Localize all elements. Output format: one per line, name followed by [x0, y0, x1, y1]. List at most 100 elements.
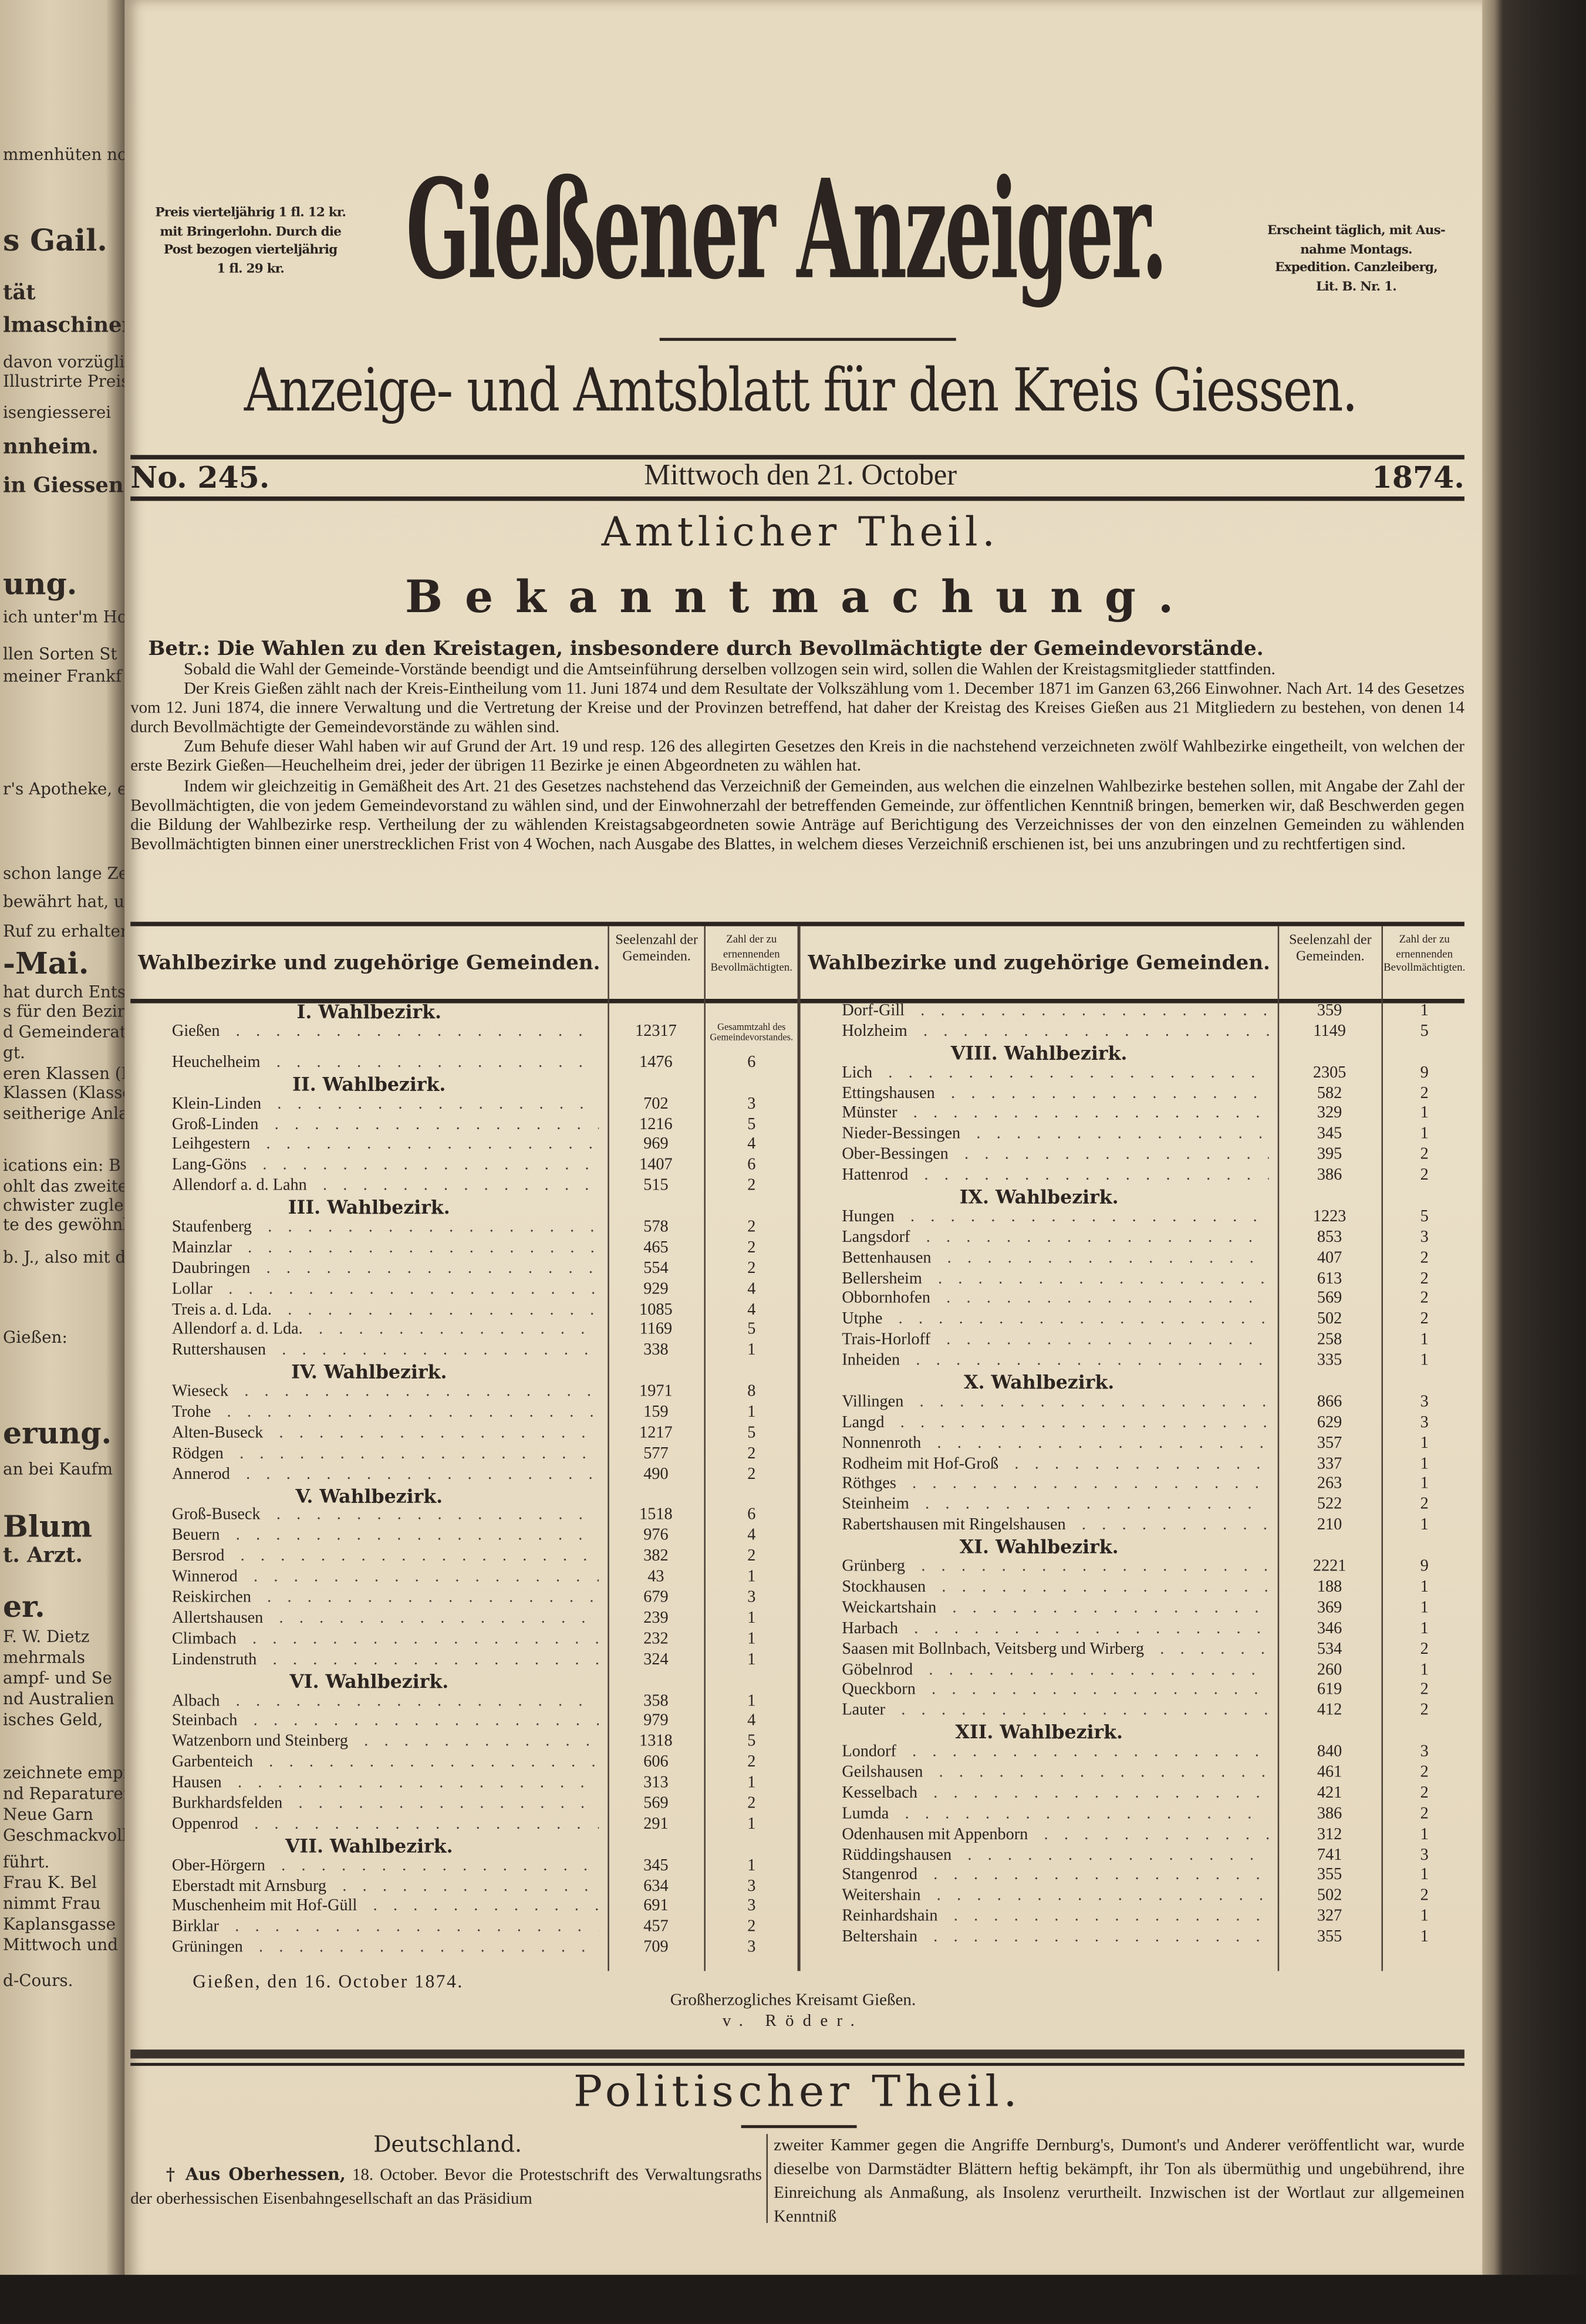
issuing-authority: Großherzogliches Kreisamt Gießen.: [670, 1991, 916, 2010]
municipality-row: Staufenberg . . . . . . . . . . . . . . …: [130, 1218, 797, 1239]
population: 691: [643, 1897, 669, 1916]
leader-dots: . . . . . . . . . . . . . . . . . . . . …: [916, 1352, 1269, 1370]
leader-dots: . . . . . . . . . . . . . . . . . . . . …: [288, 1301, 599, 1319]
leader-dots: . . . . . . . . . . . . . . . . . . . . …: [373, 1897, 599, 1916]
municipality-row: Grüningen . . . . . . . . . . . . . . . …: [130, 1938, 797, 1959]
leader-dots: . . . . . . . . . . . . . . . . . . . . …: [235, 1022, 599, 1041]
previous-page-fragment: nd Reparaturen: [3, 1784, 125, 1804]
leader-dots: . . . . . . . . . . . . . . . . . . . . …: [929, 1660, 1268, 1678]
section-title-official: Amtlicher Theil.: [601, 509, 1000, 556]
municipality-name: Stockhausen: [842, 1578, 926, 1596]
leader-dots: . . . . . . . . . . . . . . . . . . . . …: [240, 1547, 599, 1566]
municipality-name: Allendorf a. d. Lahn: [171, 1177, 307, 1195]
municipality-name: Rabertshausen mit Ringelshausen: [842, 1516, 1066, 1535]
previous-page-fragment: b. J., also mit d: [3, 1248, 125, 1268]
previous-page-fragment: Neue Garn: [3, 1805, 93, 1825]
leader-dots: . . . . . . . . . . . . . . . . . . . . …: [898, 1310, 1269, 1329]
representatives-count: 3: [747, 1095, 756, 1113]
municipality-name: Rödgen: [171, 1444, 224, 1462]
leader-dots: . . . . . . . . . . . . . . . . . . . . …: [900, 1413, 1269, 1431]
leader-dots: . . . . . . . . . . . . . . . . . . . . …: [323, 1177, 599, 1195]
municipality-row: Inheiden . . . . . . . . . . . . . . . .…: [801, 1352, 1467, 1372]
municipality-row: Hausen . . . . . . . . . . . . . . . . .…: [130, 1774, 797, 1795]
section-title-political: Politischer Theil.: [573, 2066, 1022, 2116]
municipality-row: Gießen . . . . . . . . . . . . . . . . .…: [130, 1022, 797, 1053]
municipality-row: Nonnenroth . . . . . . . . . . . . . . .…: [801, 1434, 1467, 1455]
representatives-count: 6: [747, 1506, 756, 1525]
population: 1407: [639, 1156, 673, 1174]
previous-page-fragment: lmaschinen: [3, 314, 125, 338]
municipality-name: Ober-Bessingen: [842, 1146, 949, 1164]
representatives-count: 3: [1420, 1742, 1429, 1761]
leader-dots: . . . . . . . . . . . . . . . . . . . . …: [318, 1321, 599, 1339]
leader-dots: . . . . . . . . . . . . . . . . . . . . …: [951, 1084, 1268, 1102]
district-heading-row: IX. Wahlbezirk.: [801, 1187, 1467, 1208]
previous-page-fragment: erung.: [3, 1415, 112, 1451]
leader-dots: . . . . . . . . . . . . . . . . . . . . …: [923, 1022, 1269, 1041]
population: 1318: [639, 1732, 673, 1751]
population: 515: [643, 1177, 669, 1195]
representatives-count: 3: [747, 1877, 756, 1895]
representatives-count: 2: [747, 1218, 756, 1237]
section-double-rule: [130, 2049, 1464, 2059]
district-heading-row: X. Wahlbezirk.: [801, 1372, 1467, 1393]
population: 2305: [1312, 1063, 1347, 1082]
leader-dots: . . . . . . . . . . . . . . . . . . . . …: [248, 1238, 599, 1257]
representatives-count: 1: [1420, 1454, 1429, 1473]
municipality-name: Eberstadt mit Arnsburg: [171, 1877, 327, 1895]
population: 355: [1317, 1866, 1342, 1884]
header-representatives: Zahl der zu ernennenden Bevollmächtigten…: [710, 932, 792, 974]
representatives-count: 1: [747, 1403, 756, 1421]
previous-page-fragment: te des gewöhnlich: [3, 1215, 124, 1235]
municipality-row: Bersrod . . . . . . . . . . . . . . . . …: [130, 1548, 797, 1568]
municipality-name: Mainzlar: [171, 1238, 232, 1257]
population: 327: [1317, 1907, 1342, 1926]
municipality-name: Londorf: [842, 1742, 896, 1761]
municipality-row: Lich . . . . . . . . . . . . . . . . . .…: [801, 1063, 1467, 1084]
municipality-row: Steinheim . . . . . . . . . . . . . . . …: [801, 1496, 1467, 1516]
population: 260: [1317, 1660, 1342, 1678]
leader-dots: . . . . . . . . . . . . . . . . . . . . …: [967, 1846, 1268, 1864]
municipality-row: Grünberg . . . . . . . . . . . . . . . .…: [801, 1558, 1467, 1578]
previous-page-fragment: isengiesserei: [3, 403, 112, 423]
municipality-row: Groß-Buseck . . . . . . . . . . . . . . …: [130, 1506, 797, 1527]
population: 386: [1317, 1805, 1342, 1823]
leader-dots: . . . . . . . . . . . . . . . . . . . . …: [952, 1599, 1268, 1617]
population: 355: [1317, 1928, 1342, 1946]
municipality-name: Trais-Horloff: [842, 1331, 930, 1349]
municipality-row: Londorf . . . . . . . . . . . . . . . . …: [801, 1743, 1467, 1764]
previous-page-fragment: seitherige Anlag: [3, 1104, 124, 1124]
municipality-row: Klein-Linden . . . . . . . . . . . . . .…: [130, 1095, 797, 1115]
population: 2221: [1312, 1558, 1347, 1576]
population: 465: [643, 1238, 669, 1257]
representatives-count: 2: [747, 1259, 756, 1278]
municipality-row: Lindenstruth . . . . . . . . . . . . . .…: [130, 1650, 797, 1671]
representatives-count: 3: [747, 1938, 756, 1957]
header-population: Seelenzahl der Gemeinden.: [1289, 933, 1372, 965]
representatives-count: 5: [747, 1424, 756, 1442]
representatives-count: 1: [1420, 1125, 1429, 1143]
municipality-name: Bettenhausen: [842, 1248, 932, 1267]
column-divider: [1381, 926, 1383, 1971]
representatives-count: 6: [747, 1156, 756, 1174]
municipality-row: Treis a. d. Lda. . . . . . . . . . . . .…: [130, 1301, 797, 1321]
leader-dots: . . . . . . . . . . . . . . . . . . . . …: [939, 1763, 1269, 1782]
previous-page-fragment: mehrmals: [3, 1648, 86, 1667]
municipality-name: Beltershain: [842, 1928, 917, 1946]
municipality-name: Climbach: [171, 1630, 237, 1648]
municipality-name: Alten-Buseck: [171, 1424, 264, 1442]
leader-dots: . . . . . . . . . . . . . . . . . . . . …: [919, 1393, 1269, 1411]
municipality-row: Albach . . . . . . . . . . . . . . . . .…: [130, 1692, 797, 1712]
representatives-count: 3: [747, 1589, 756, 1607]
population: 337: [1317, 1454, 1342, 1473]
population: 369: [1317, 1599, 1342, 1617]
price-line: 1 fl. 29 kr.: [217, 261, 285, 276]
municipality-name: Utphe: [842, 1310, 883, 1329]
population: 1085: [639, 1301, 673, 1319]
population: 702: [643, 1095, 669, 1113]
leader-dots: . . . . . . . . . . . . . . . . . . . . …: [921, 1558, 1268, 1576]
representatives-count: 9: [1420, 1063, 1429, 1082]
background-below-page: [0, 2275, 1586, 2324]
municipality-row: Allendorf a. d. Lda. . . . . . . . . . .…: [130, 1321, 797, 1342]
previous-page-fragment: zeichnete empfiehl: [3, 1763, 125, 1783]
